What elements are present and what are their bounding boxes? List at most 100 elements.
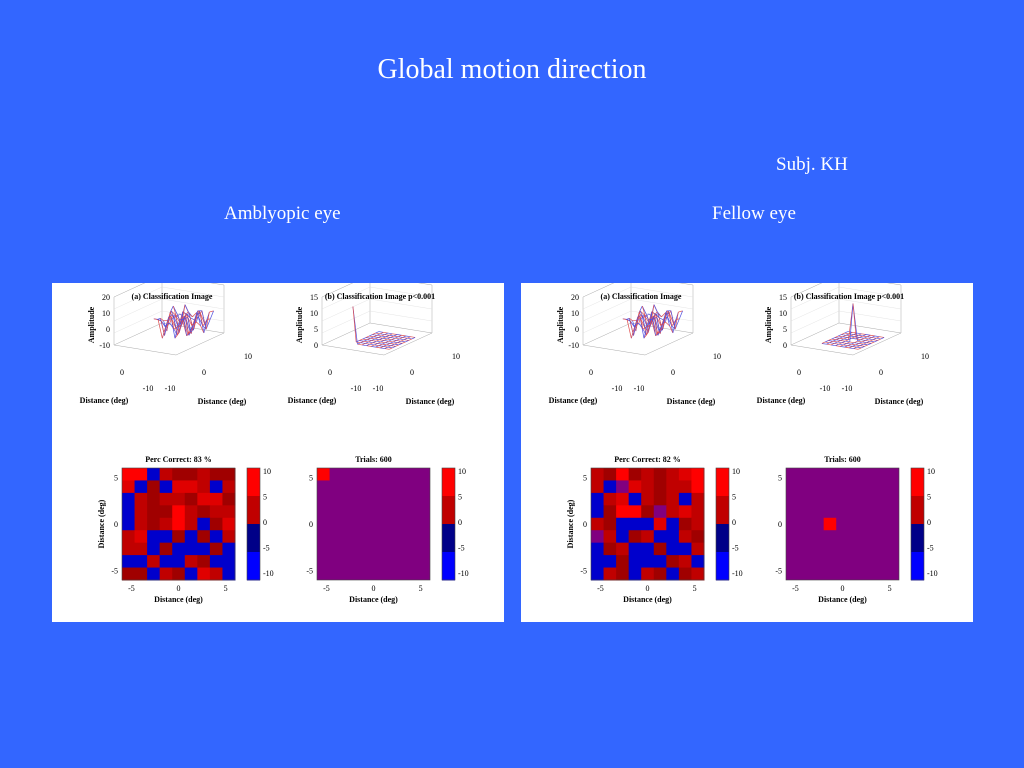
surface-mesh-line <box>847 345 853 347</box>
surface-y-tick: -10 <box>143 384 154 393</box>
surface-mesh-line <box>399 337 403 340</box>
heatmap-cell <box>197 555 211 569</box>
heatmap-cell <box>616 480 630 494</box>
surface-mesh-line <box>876 336 880 339</box>
surface-mesh-line <box>373 334 378 338</box>
surface-mesh-line <box>382 337 388 340</box>
surface-mesh-line <box>842 336 848 338</box>
heatmap-cell <box>134 492 148 506</box>
heatmap-cell <box>666 555 680 569</box>
heatmap-background <box>317 468 430 580</box>
heatmap-cell <box>628 542 642 556</box>
surface-mesh-line <box>859 337 865 339</box>
surface-grid-line <box>321 298 371 322</box>
surface-mesh-line <box>876 337 881 340</box>
surface-mesh-line <box>205 312 210 330</box>
surface-mesh-line <box>374 337 379 340</box>
surface-mesh-line <box>654 317 659 336</box>
surface-x-label: Distance (deg) <box>667 397 716 406</box>
heatmap-title: Trials: 600 <box>355 455 392 464</box>
surface-box-edge <box>582 283 615 298</box>
surface-mesh-line <box>857 340 863 343</box>
surface-mesh-line <box>165 322 170 328</box>
surface-mesh-line <box>656 317 662 327</box>
surface-mesh-line <box>642 328 647 336</box>
heatmap-cell <box>678 542 692 556</box>
heatmap-y-tick: -5 <box>580 567 587 576</box>
heatmap-cell <box>653 567 667 581</box>
heatmap-cell <box>172 530 186 544</box>
surface-mesh-line <box>380 340 385 343</box>
surface-grid-line <box>161 298 225 310</box>
heatmap-cell <box>678 567 692 581</box>
surface-mesh-line <box>880 337 885 340</box>
surface-mesh-line <box>368 341 374 344</box>
surface-mesh-line <box>852 346 857 348</box>
colorbar-frame <box>910 467 925 581</box>
surface-mesh-line <box>871 335 876 338</box>
heatmap-cell <box>197 480 211 494</box>
surface-mesh-line <box>369 335 374 338</box>
surface-mesh-line <box>391 339 397 341</box>
surface-mesh-line <box>157 319 163 339</box>
heatmap-cell <box>147 567 161 581</box>
surface-mesh-line <box>847 337 852 339</box>
heatmap-x-tick: -5 <box>323 584 330 593</box>
surface-mesh-line <box>661 312 666 318</box>
heatmap-cell <box>159 468 173 481</box>
surface-mesh-line <box>185 317 190 336</box>
colorbar-tick: 5 <box>263 493 267 502</box>
surface-mesh-line <box>861 346 865 349</box>
surface-mesh-line <box>399 338 405 341</box>
surface-mesh-line <box>405 340 409 343</box>
surface-mesh-line <box>874 340 878 343</box>
slide-title: Global motion direction <box>377 54 647 85</box>
heatmap-cell <box>209 567 223 581</box>
surface-mesh-line <box>861 340 866 343</box>
heatmap-cell <box>197 517 211 531</box>
surface-y-tick: -10 <box>612 384 623 393</box>
surface-mesh-line <box>863 342 867 345</box>
heatmap-cell <box>172 468 186 481</box>
surface-mesh-line <box>380 347 385 349</box>
surface-grid-line <box>582 298 632 322</box>
surface-mesh-line <box>839 344 844 347</box>
surface-mesh-line <box>402 335 407 338</box>
colorbar-segment <box>716 524 729 553</box>
surface-mesh-line <box>380 333 385 335</box>
surface-mesh-line <box>863 336 868 339</box>
surface-mesh-line <box>838 342 843 345</box>
surface-grid-line <box>113 298 163 322</box>
heatmap-cell <box>666 480 680 494</box>
heatmap-cell <box>159 517 173 531</box>
heatmap-cell <box>653 468 667 481</box>
heatmap-cell <box>603 492 617 506</box>
surface-box-edge <box>790 322 840 346</box>
heatmap-x-tick: 0 <box>841 584 845 593</box>
surface-mesh-line <box>832 339 837 342</box>
surface-mesh-line <box>376 340 381 343</box>
surface-mesh-line <box>368 340 372 343</box>
surface-mesh-line <box>394 336 399 339</box>
surface-mesh-line <box>828 340 833 342</box>
surface-mesh-line <box>153 318 158 320</box>
heatmap-cell <box>184 492 198 506</box>
surface-mesh-line <box>674 318 680 330</box>
heatmap-cell <box>134 480 148 494</box>
surface-mesh-line <box>629 320 635 328</box>
surface-mesh-line <box>378 337 383 339</box>
surface-mesh-line <box>639 310 645 315</box>
surface-mesh-line <box>397 342 403 344</box>
surface-mesh-line <box>851 337 857 340</box>
heatmap-cell <box>134 517 148 531</box>
surface-box-edge <box>113 322 163 346</box>
surface-mesh-line <box>396 340 401 342</box>
surface-mesh-line <box>382 336 387 339</box>
heatmap-cell <box>222 468 236 481</box>
heatmap-y-tick: 0 <box>583 520 587 529</box>
heatmap-cell <box>147 480 161 494</box>
surface-mesh-line <box>374 343 378 346</box>
surface-mesh-line <box>868 337 872 340</box>
surface-x-tick: 0 <box>410 368 414 377</box>
surface-mesh-line <box>385 334 390 338</box>
